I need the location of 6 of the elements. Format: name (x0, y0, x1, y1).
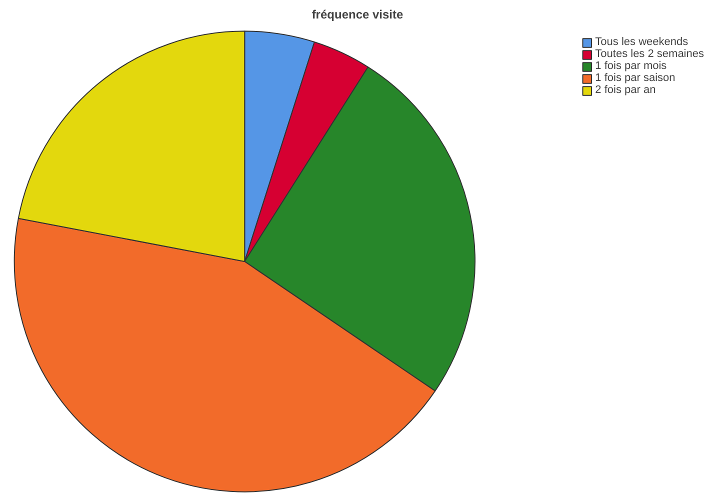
legend-label: Tous les weekends (595, 36, 688, 48)
legend-label: Toutes les 2 semaines (595, 48, 704, 60)
legend-label: 1 fois par mois (595, 60, 667, 72)
chart-title: fréquence visite (312, 8, 404, 22)
legend-label: 1 fois par saison (595, 72, 676, 84)
legend-label: 2 fois par an (595, 84, 656, 96)
